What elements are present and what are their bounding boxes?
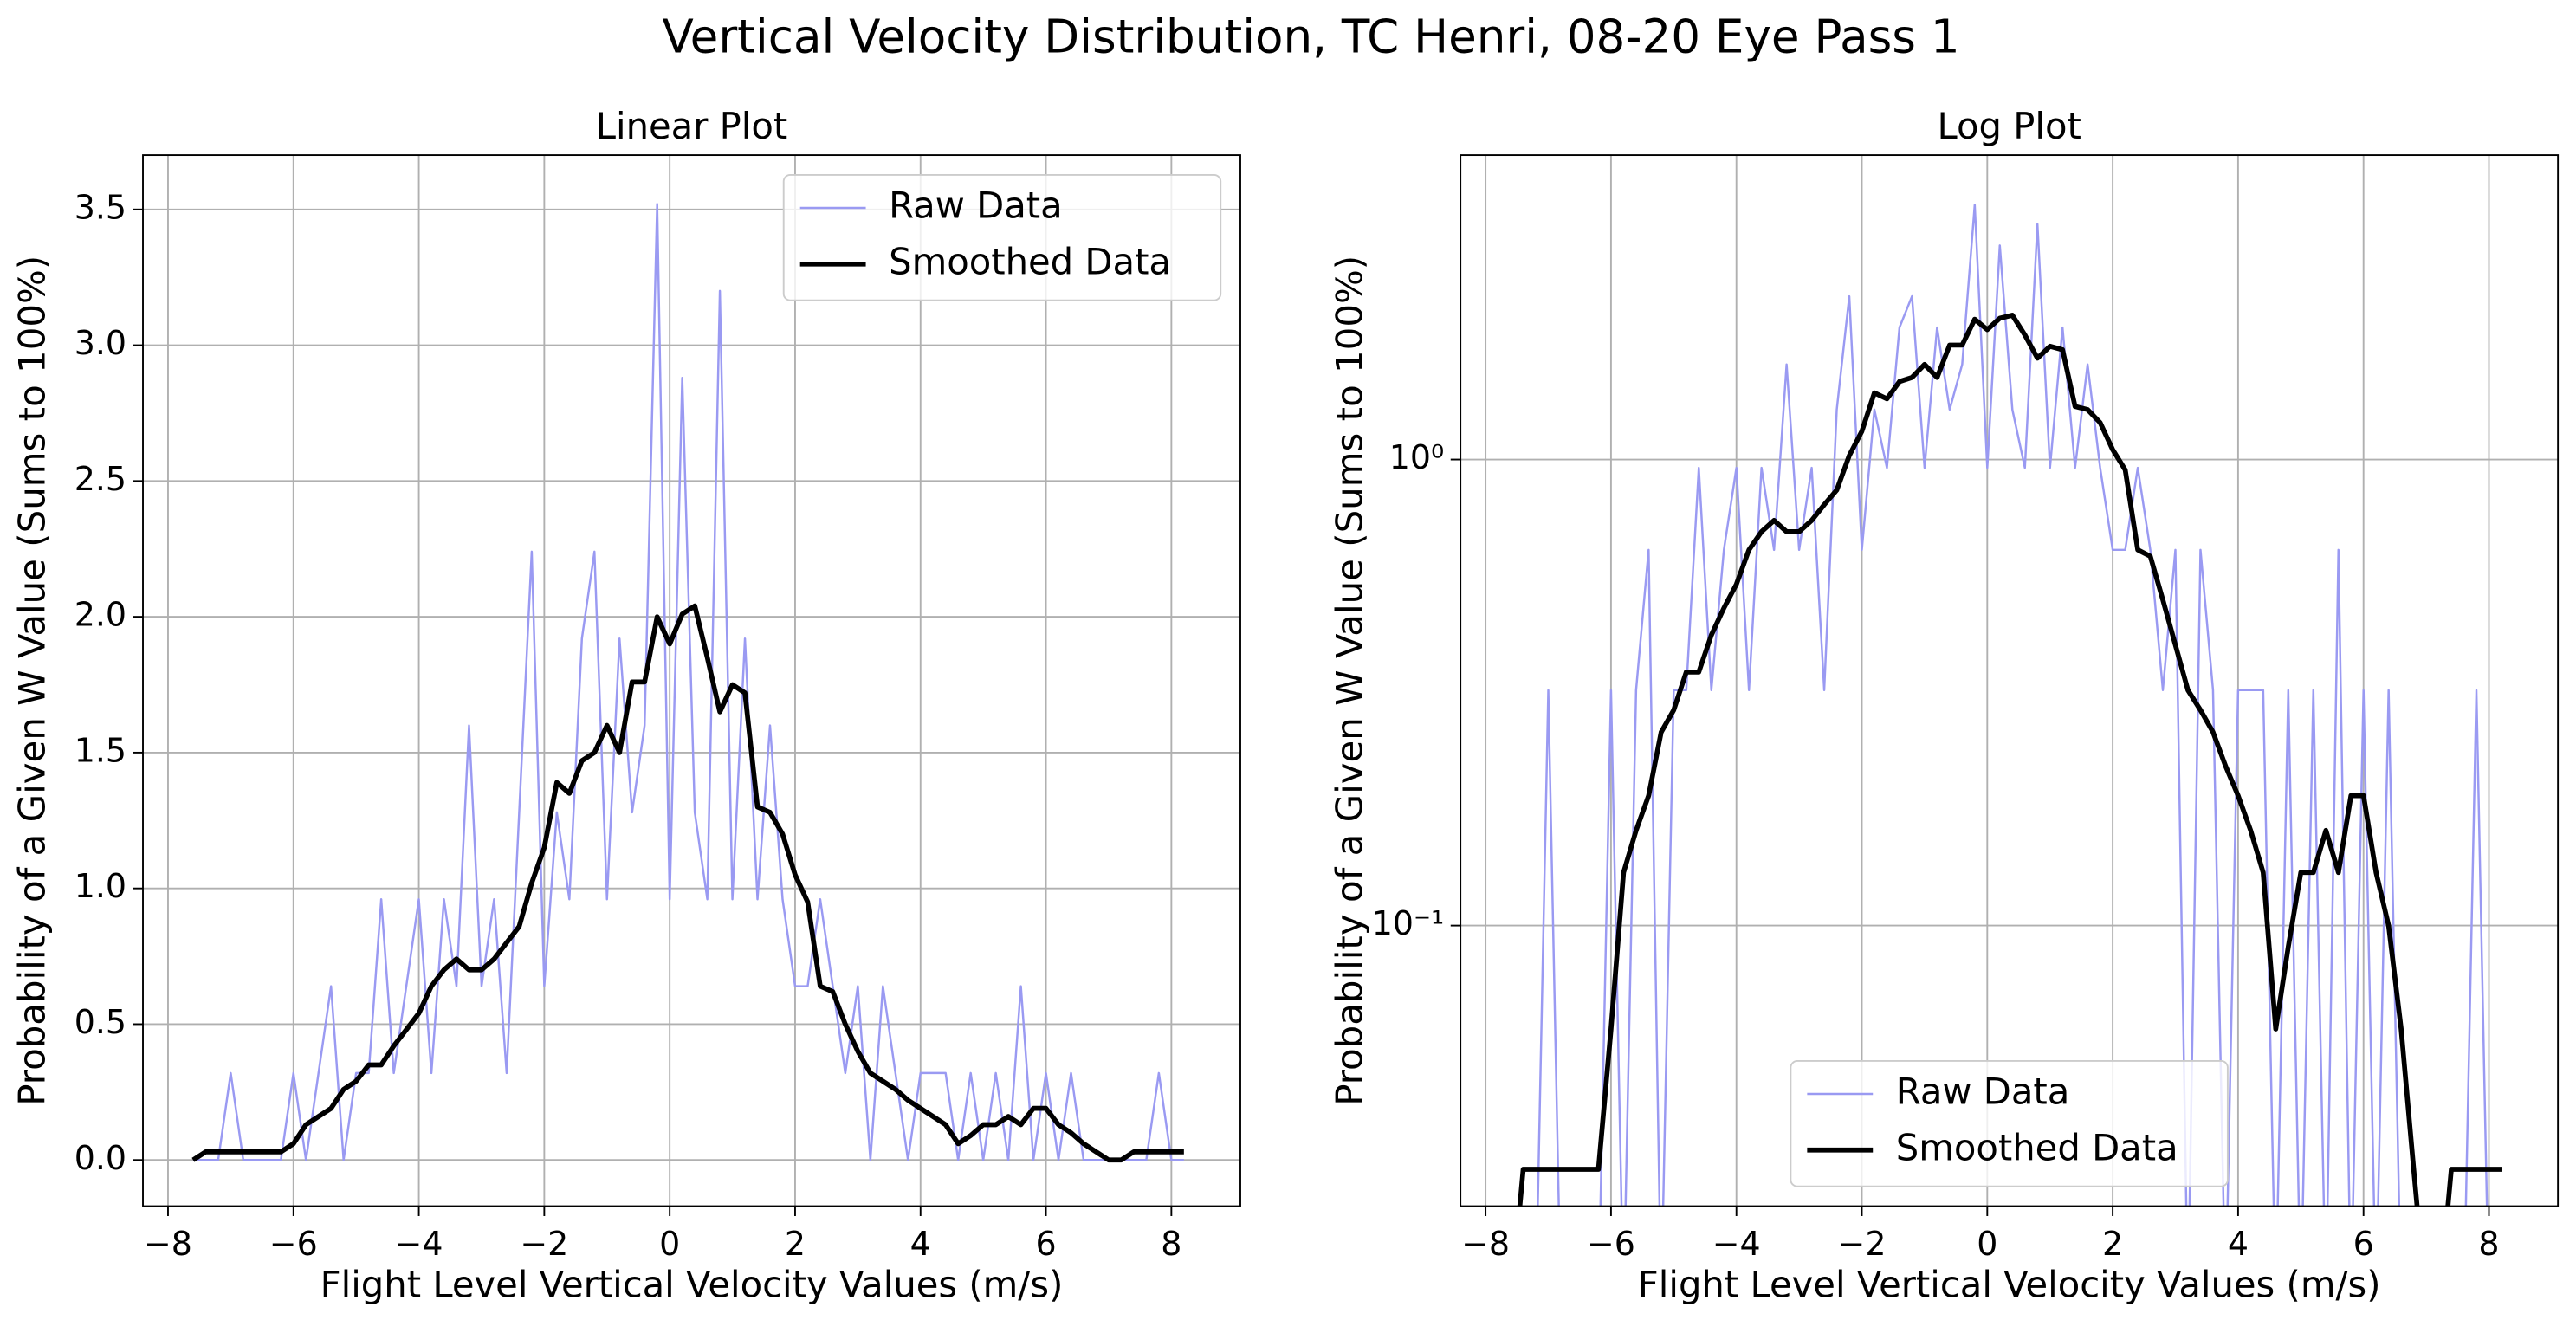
plot-frame bbox=[142, 154, 1241, 1207]
x-axis-label: Flight Level Vertical Velocity Values (m… bbox=[1638, 1263, 2381, 1305]
figure-title: Vertical Velocity Distribution, TC Henri… bbox=[662, 10, 1959, 63]
x-tick-label: 8 bbox=[1161, 1225, 1181, 1263]
x-tick-label: −2 bbox=[1838, 1225, 1887, 1263]
legend-label: Smoothed Data bbox=[1896, 1126, 2178, 1168]
x-tick-label: −8 bbox=[144, 1225, 192, 1263]
x-axis-label: Flight Level Vertical Velocity Values (m… bbox=[320, 1263, 1064, 1305]
subplot-title: Log Plot bbox=[1937, 105, 2081, 147]
y-tick-label: 0.0 bbox=[74, 1139, 126, 1177]
legend-label: Raw Data bbox=[889, 184, 1063, 226]
x-tick-label: 2 bbox=[785, 1225, 806, 1263]
legend: Raw Data Smoothed Data bbox=[1790, 1059, 2229, 1187]
legend-label: Smoothed Data bbox=[889, 240, 1171, 282]
series-line bbox=[1517, 313, 2502, 1207]
plot-frame bbox=[1460, 154, 2560, 1207]
x-tick-label: 2 bbox=[2102, 1225, 2123, 1263]
y-axis-label: Probability of a Given W Value (Sums to … bbox=[1329, 256, 1371, 1106]
x-tick-label: −4 bbox=[1712, 1225, 1761, 1263]
y-tick-label: 2.0 bbox=[74, 596, 126, 634]
x-tick-label: 0 bbox=[659, 1225, 680, 1263]
legend-label: Raw Data bbox=[1896, 1070, 2070, 1112]
y-tick-label: 2.5 bbox=[74, 460, 126, 498]
legend-box bbox=[1790, 1059, 2229, 1187]
series-line bbox=[191, 603, 1184, 1163]
y-tick-label: 1.0 bbox=[74, 867, 126, 905]
x-tick-label: −8 bbox=[1461, 1225, 1510, 1263]
y-tick-label: 3.5 bbox=[74, 188, 126, 226]
x-tick-label: 0 bbox=[1977, 1225, 1997, 1263]
y-tick-label: 10⁻¹ bbox=[1372, 904, 1444, 942]
x-tick-label: −2 bbox=[520, 1225, 568, 1263]
legend-box bbox=[782, 173, 1222, 301]
legend: Raw Data Smoothed Data bbox=[782, 173, 1222, 301]
x-tick-label: 6 bbox=[1035, 1225, 1056, 1263]
x-tick-label: −4 bbox=[395, 1225, 443, 1263]
y-tick-label: 1.5 bbox=[74, 731, 126, 769]
x-tick-label: 4 bbox=[910, 1225, 931, 1263]
x-tick-label: 6 bbox=[2353, 1225, 2374, 1263]
subplot-title: Linear Plot bbox=[596, 105, 787, 147]
x-tick-label: 8 bbox=[2478, 1225, 2499, 1263]
x-tick-label: −6 bbox=[269, 1225, 318, 1263]
series-line bbox=[192, 203, 1184, 1161]
series-line bbox=[1537, 204, 2489, 1207]
y-axis-label: Probability of a Given W Value (Sums to … bbox=[10, 256, 53, 1106]
y-tick-label: 10⁰ bbox=[1389, 438, 1444, 476]
x-tick-label: −6 bbox=[1587, 1225, 1635, 1263]
y-tick-label: 3.0 bbox=[74, 324, 126, 362]
y-tick-label: 0.5 bbox=[74, 1003, 126, 1041]
x-tick-label: 4 bbox=[2228, 1225, 2249, 1263]
